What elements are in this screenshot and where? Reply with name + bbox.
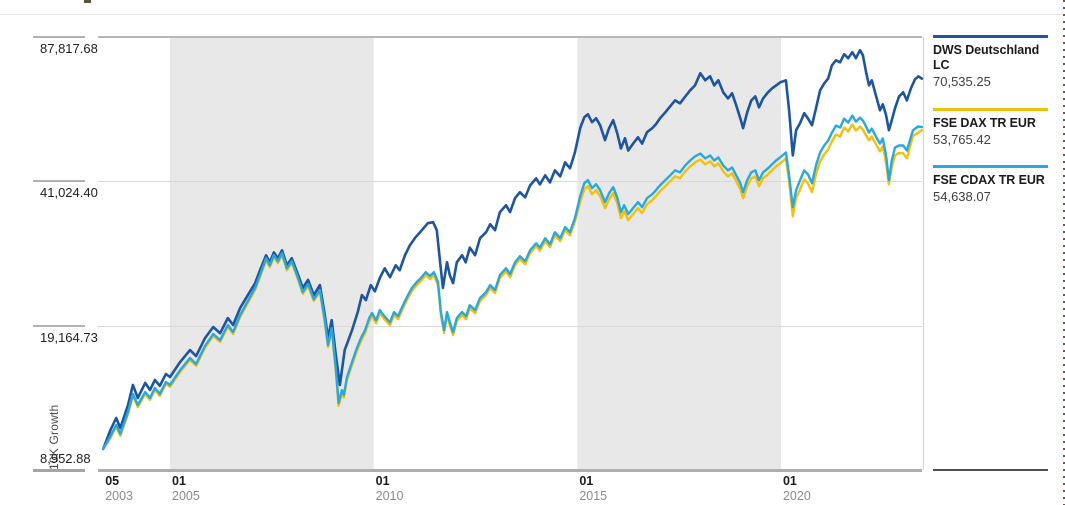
y-tick-label-3: 8,952.88 bbox=[40, 451, 91, 466]
x-tick-year-3: 2015 bbox=[579, 489, 608, 503]
legend-label-line2: LC bbox=[933, 58, 950, 72]
y-tick-stub-1 bbox=[33, 180, 85, 182]
legend-label: DWS Deutschland bbox=[933, 43, 1040, 57]
legend-entry-fse-dax-tr-eur[interactable]: FSE DAX TR EUR 53,765.42 bbox=[933, 108, 1048, 147]
legend-color-bar-dax bbox=[933, 108, 1048, 111]
gridline-1 bbox=[98, 181, 922, 182]
x-tick-year-2: 2010 bbox=[375, 489, 404, 503]
x-tick-year-1: 2005 bbox=[172, 489, 200, 503]
x-axis-baseline bbox=[98, 469, 922, 472]
x-tick-month-4: 01 bbox=[782, 474, 797, 488]
y-tick-stub-2 bbox=[33, 325, 85, 327]
legend-value: 53,765.42 bbox=[933, 132, 991, 147]
y-tick-label-0: 87,817.68 bbox=[40, 41, 98, 56]
gridline-2 bbox=[98, 326, 922, 327]
plot-right-border bbox=[923, 37, 924, 470]
x-tick-month-3: 01 bbox=[579, 474, 594, 488]
legend-label: FSE DAX TR EUR bbox=[933, 116, 1036, 130]
series-line-fse-cdax-tr-eur bbox=[101, 114, 924, 451]
x-tick-year-0: 2003 bbox=[105, 489, 133, 503]
x-tick-year-4: 2020 bbox=[782, 489, 811, 503]
legend-label: FSE CDAX TR EUR bbox=[933, 173, 1045, 187]
x-tick-month-1: 01 bbox=[172, 474, 186, 488]
legend-underline bbox=[933, 469, 1048, 471]
legend-value: 54,638.07 bbox=[933, 189, 991, 204]
selection-border-artifact bbox=[1063, 0, 1065, 505]
y-tick-label-2: 19,164.73 bbox=[40, 329, 98, 345]
legend-entry-fse-cdax-tr-eur[interactable]: FSE CDAX TR EUR 54,638.07 bbox=[933, 165, 1048, 204]
legend-color-bar-cdax bbox=[933, 165, 1048, 168]
gridline-0 bbox=[98, 36, 922, 38]
y-tick-label-1: 41,024.40 bbox=[40, 185, 98, 201]
legend-color-bar-dws bbox=[933, 35, 1048, 38]
y-tick-stub-0 bbox=[33, 36, 85, 38]
top-divider bbox=[0, 14, 1065, 15]
legend-value: 70,535.25 bbox=[933, 74, 991, 89]
legend-entry-dws-deutschland-lc[interactable]: DWS Deutschland LC 70,535.25 bbox=[933, 35, 1048, 89]
x-tick-month-2: 01 bbox=[375, 474, 390, 488]
clipped-title-fragment bbox=[84, 0, 91, 3]
y-tick-stub-3 bbox=[33, 469, 85, 472]
x-tick-month-0: 05 bbox=[105, 474, 120, 488]
